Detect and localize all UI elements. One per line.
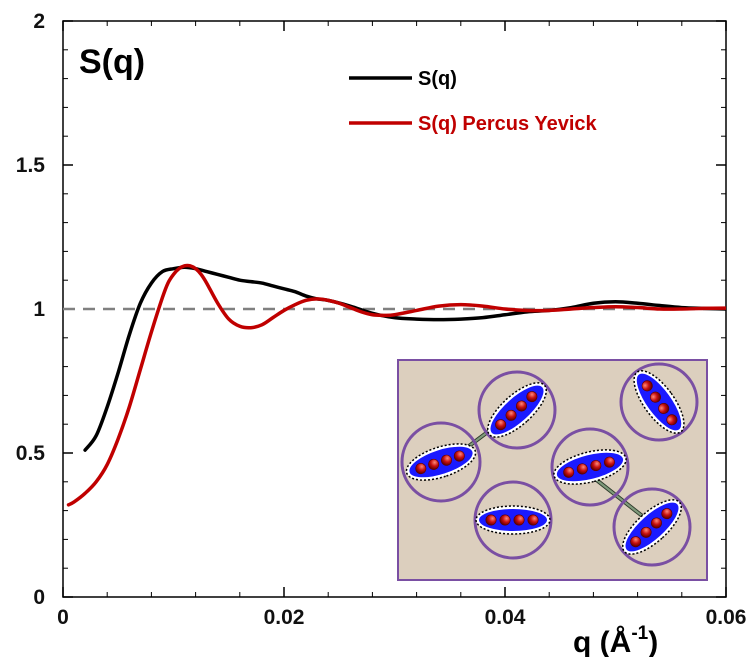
- bead: [666, 414, 678, 426]
- x-tick-label: 0.04: [485, 606, 526, 629]
- bead: [499, 514, 511, 526]
- particle: [473, 480, 553, 560]
- bead: [661, 508, 673, 520]
- bead: [527, 514, 539, 526]
- y-tick-label: 1: [33, 298, 45, 321]
- core-ellipse: [479, 509, 547, 531]
- particle-ring: [619, 362, 699, 442]
- legend-label-sq: S(q): [418, 68, 457, 90]
- core-outline: [553, 449, 627, 485]
- core-outline: [486, 382, 548, 438]
- particle: [619, 362, 699, 442]
- bead: [650, 517, 662, 529]
- bead: [576, 463, 588, 475]
- inset-particles: [400, 362, 699, 567]
- particle-ring: [612, 487, 692, 567]
- bead: [485, 514, 497, 526]
- bead: [630, 536, 642, 548]
- bead: [649, 391, 661, 403]
- particle-core: [621, 499, 683, 555]
- bead: [505, 409, 517, 421]
- bead: [415, 463, 427, 475]
- x-tick-label: 0.06: [706, 606, 747, 629]
- particle-core: [633, 370, 685, 434]
- particle-core: [486, 382, 548, 438]
- particle-ring: [400, 421, 482, 503]
- series-lines: [66, 263, 726, 507]
- particle: [612, 487, 692, 567]
- particle-ring: [550, 427, 630, 507]
- bead: [640, 526, 652, 538]
- x-axis-label-sup: -1: [631, 623, 648, 644]
- inset-illustration: [397, 359, 708, 581]
- x-tick-label: 0.02: [264, 606, 305, 629]
- bead: [590, 460, 602, 472]
- series-line-percus-yevick: [66, 263, 726, 507]
- axis-tick-labels: 0 0.02 0.04 0.06 0 0.5 1 1.5 2: [16, 10, 747, 629]
- bead: [440, 454, 452, 466]
- particle-ring: [477, 370, 557, 450]
- particle: [550, 427, 630, 507]
- y-tick-label: 1.5: [16, 154, 46, 177]
- bead: [453, 450, 465, 462]
- particle-core: [475, 505, 551, 535]
- chart-title: S(q): [79, 43, 145, 81]
- core-outline: [633, 370, 685, 434]
- bead: [495, 419, 507, 431]
- particle: [477, 370, 557, 450]
- core-outline: [405, 443, 477, 481]
- bead: [526, 391, 538, 403]
- x-axis-label: q (Å-1): [573, 623, 658, 657]
- bead: [563, 466, 575, 478]
- x-axis-label-base: q (Å: [573, 626, 631, 657]
- particle-ring: [473, 480, 553, 560]
- bead: [603, 456, 615, 468]
- series-line-sq: [83, 265, 726, 452]
- x-tick-label: 0: [57, 606, 69, 629]
- particle-core: [405, 443, 477, 481]
- y-tick-label: 2: [33, 10, 45, 33]
- particle-core: [553, 449, 627, 485]
- bead: [515, 400, 527, 412]
- y-tick-label: 0: [33, 586, 45, 609]
- legend-label-percus-yevick: S(q) Percus Yevick: [418, 113, 598, 135]
- core-outline: [475, 505, 551, 535]
- bead: [658, 402, 670, 414]
- particle: [400, 421, 482, 503]
- bead: [641, 380, 653, 392]
- x-axis-label-close: ): [648, 626, 658, 657]
- y-tick-label: 0.5: [16, 442, 46, 465]
- bead: [513, 514, 525, 526]
- bead: [428, 458, 440, 470]
